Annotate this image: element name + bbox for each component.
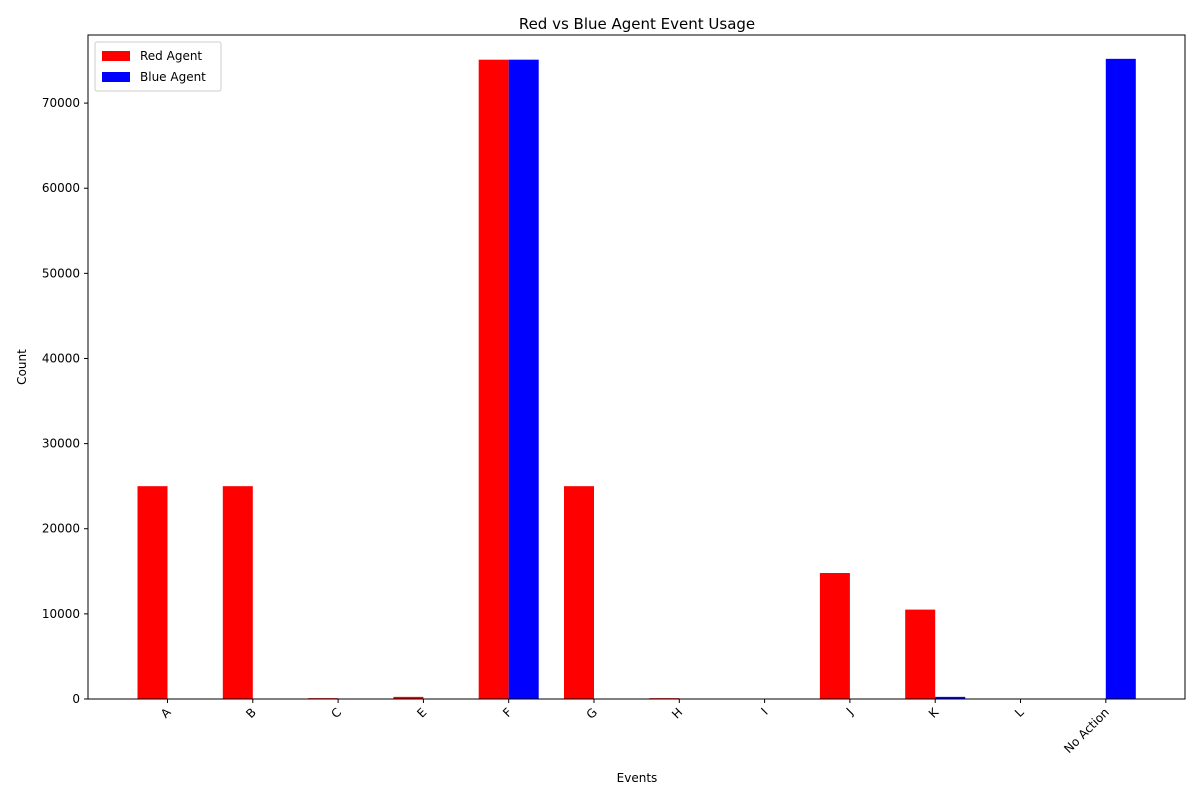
y-tick-label-30000: 30000 xyxy=(42,437,80,451)
x-tick-label-e: E xyxy=(414,705,429,720)
x-tick-label-l: L xyxy=(1012,705,1027,720)
x-tick-label-c: C xyxy=(328,705,344,721)
bars-group xyxy=(137,58,1136,700)
legend-label-blue-agent: Blue Agent xyxy=(140,70,206,84)
x-axis-ticks: A B C E F G H I J K L No Action xyxy=(158,699,1112,756)
y-tick-label-60000: 60000 xyxy=(42,181,80,195)
bar-red-agent-a xyxy=(137,486,168,699)
x-axis-label: Events xyxy=(617,771,658,785)
y-tick-label-0: 0 xyxy=(72,692,80,706)
y-tick-label-50000: 50000 xyxy=(42,266,80,280)
plot-frame xyxy=(87,34,1186,700)
x-tick-label-j: J xyxy=(843,705,856,718)
y-tick-label-20000: 20000 xyxy=(42,522,80,536)
bar-blue-agent-no-action xyxy=(1105,58,1136,700)
y-axis-ticks: 0 10000 20000 30000 40000 50000 60000 70000 xyxy=(42,96,88,706)
x-tick-label-k: K xyxy=(926,704,942,720)
x-tick-label-f: F xyxy=(500,705,515,720)
x-tick-label-i: I xyxy=(758,705,770,717)
x-tick-label-b: B xyxy=(243,705,259,721)
legend-swatch-blue-agent xyxy=(102,72,130,82)
legend-label-red-agent: Red Agent xyxy=(140,49,202,63)
x-tick-label-h: H xyxy=(669,705,685,721)
bar-blue-agent-k xyxy=(935,696,966,699)
y-tick-label-70000: 70000 xyxy=(42,96,80,110)
x-tick-label-g: G xyxy=(584,705,600,721)
bar-red-agent-g xyxy=(564,486,594,699)
x-tick-label-no-action: No Action xyxy=(1061,705,1112,756)
bar-red-agent-b xyxy=(222,486,253,699)
bar-red-agent-f xyxy=(478,59,509,699)
bar-blue-agent-f xyxy=(508,59,539,699)
legend-swatch-red-agent xyxy=(102,51,130,61)
chart-title: Red vs Blue Agent Event Usage xyxy=(519,15,755,33)
x-tick-label-a: A xyxy=(158,705,174,721)
y-tick-label-10000: 10000 xyxy=(42,607,80,621)
y-axis-label: Count xyxy=(15,349,29,385)
legend: Red Agent Blue Agent xyxy=(94,41,222,92)
bar-red-agent-k xyxy=(905,609,936,699)
bar-red-agent-j xyxy=(819,573,850,699)
bar-red-agent-e xyxy=(393,696,424,699)
y-tick-label-40000: 40000 xyxy=(42,351,80,365)
